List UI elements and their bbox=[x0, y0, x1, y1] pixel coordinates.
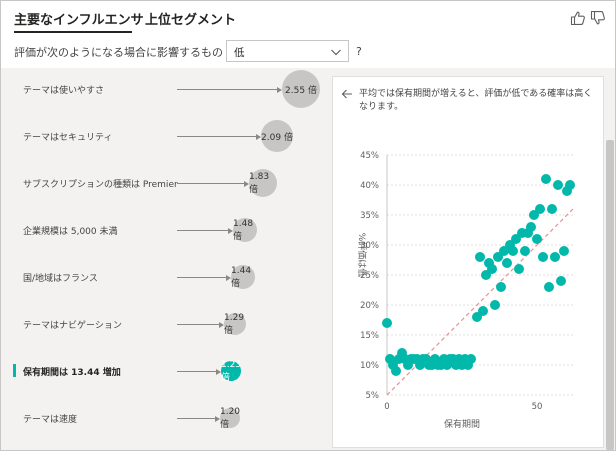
influencer-arrowhead bbox=[219, 321, 224, 328]
x-tick-label: 0 bbox=[384, 402, 389, 412]
influencer-bubble[interactable]: 1.83 倍 bbox=[249, 169, 277, 197]
scatter-point bbox=[547, 204, 557, 214]
y-tick-label: 5% bbox=[366, 391, 380, 401]
scatter-chart: 5% 10% 15% 20% 25% 30% 35% 40% 45% 0 50 保有期間 %評価は低 bbox=[356, 151, 575, 430]
influencer-arrow-line bbox=[177, 136, 257, 137]
thumbs-down-icon[interactable] bbox=[590, 10, 606, 26]
tab-key-influencers[interactable]: 主要なインフルエンサ bbox=[14, 13, 144, 28]
scatter-point bbox=[532, 234, 542, 244]
y-tick-label: 40% bbox=[360, 181, 379, 191]
back-arrow-icon[interactable] bbox=[341, 88, 353, 100]
influencer-arrowhead bbox=[244, 180, 249, 187]
influencer-label: テーマは使いやすさ bbox=[23, 86, 105, 96]
selected-indicator bbox=[13, 364, 16, 377]
scatter-point bbox=[556, 276, 566, 286]
influencer-label: サブスクリプションの種類は Premier bbox=[23, 180, 178, 190]
scatter-point bbox=[391, 366, 401, 376]
influencer-arrow-line bbox=[177, 418, 216, 419]
influencer-arrow-line bbox=[177, 277, 227, 278]
detail-card: 平均では保有期間が増えると、評価が低である確率は高くなります。 5% 10% 15%… bbox=[332, 76, 604, 448]
trend-line bbox=[386, 208, 574, 396]
y-tick-label: 10% bbox=[360, 361, 379, 371]
influencer-arrowhead bbox=[226, 274, 231, 281]
scatter-point bbox=[475, 252, 485, 262]
scatter-point bbox=[520, 246, 530, 256]
influencer-row[interactable]: サブスクリプションの種類は Premier 1.83 倍 bbox=[1, 162, 321, 209]
help-icon[interactable]: ? bbox=[356, 45, 362, 58]
scrollbar[interactable] bbox=[606, 140, 614, 450]
scatter-point bbox=[565, 180, 575, 190]
influencer-row[interactable]: テーマは速度 1.20 倍 bbox=[1, 397, 321, 444]
influencer-bubble[interactable]: 1.20 倍 bbox=[219, 406, 241, 430]
scatter-point bbox=[514, 264, 524, 274]
scatter-point bbox=[538, 252, 548, 262]
scatter-point bbox=[466, 354, 476, 364]
influencer-arrowhead bbox=[228, 227, 233, 234]
scatter-point bbox=[535, 204, 545, 214]
influencer-label: 国/地域はフランス bbox=[23, 274, 98, 284]
influencer-list: テーマは使いやすさ 2.55 倍テーマはセキュリティ 2.09 倍サブスクリプション… bbox=[1, 68, 321, 450]
influencer-label: テーマは速度 bbox=[23, 415, 78, 425]
scatter-point bbox=[490, 300, 500, 310]
influencer-arrow-line bbox=[177, 230, 229, 231]
active-tab-underline bbox=[14, 31, 132, 33]
influencer-arrow-line bbox=[177, 89, 278, 90]
y-tick-label: 45% bbox=[360, 151, 379, 161]
influencer-label: テーマはナビゲーション bbox=[23, 321, 122, 331]
influencer-row[interactable]: テーマは使いやすさ 2.55 倍 bbox=[1, 68, 321, 115]
y-tick-label: 25% bbox=[360, 271, 379, 281]
influencer-label: 企業規模は 5,000 未満 bbox=[23, 227, 118, 237]
influencer-bubble[interactable]: 1.23 倍 bbox=[220, 359, 242, 383]
scatter-point bbox=[544, 282, 554, 292]
scatter-point bbox=[496, 282, 506, 292]
influencer-row[interactable]: 保有期間は 13.44 増加 1.23 倍 bbox=[1, 350, 321, 397]
influencer-bubble[interactable]: 1.44 倍 bbox=[231, 265, 255, 289]
y-tick-label: 15% bbox=[360, 331, 379, 341]
influencer-bubble[interactable]: 2.09 倍 bbox=[261, 120, 293, 152]
influencer-bubble[interactable]: 1.48 倍 bbox=[233, 218, 257, 242]
content-area: テーマは使いやすさ 2.55 倍テーマはセキュリティ 2.09 倍サブスクリプション… bbox=[1, 68, 615, 450]
influencer-arrowhead bbox=[256, 133, 261, 140]
filter-label: 評価が次のようになる場合に影響するもの bbox=[14, 46, 223, 59]
scatter-point bbox=[541, 174, 551, 184]
influencer-bubble[interactable]: 2.55 倍 bbox=[282, 70, 320, 108]
chevron-down-icon bbox=[331, 49, 341, 56]
x-tick-label: 50 bbox=[532, 402, 543, 412]
y-tick-label: 35% bbox=[360, 211, 379, 221]
scatter-point bbox=[508, 246, 518, 256]
influencer-arrowhead bbox=[215, 415, 220, 422]
thumbs-up-icon[interactable] bbox=[570, 10, 586, 26]
influencer-label: 保有期間は 13.44 増加 bbox=[23, 368, 121, 378]
scatter-point bbox=[382, 318, 392, 328]
influencer-row[interactable]: 国/地域はフランス 1.44 倍 bbox=[1, 256, 321, 303]
influencer-arrow-line bbox=[177, 324, 220, 325]
scatter-point bbox=[559, 246, 569, 256]
scatter-point bbox=[502, 258, 512, 268]
outcome-dropdown[interactable]: 低 bbox=[226, 40, 349, 62]
influencer-row[interactable]: テーマはナビゲーション 1.29 倍 bbox=[1, 303, 321, 350]
scatter-point bbox=[487, 264, 497, 274]
influencer-arrowhead bbox=[216, 368, 221, 375]
scatter-point bbox=[553, 180, 563, 190]
tab-top-segments[interactable]: 上位セグメント bbox=[145, 13, 237, 28]
scatter-point bbox=[478, 306, 488, 316]
scatter-point bbox=[526, 222, 536, 232]
outcome-dropdown-value: 低 bbox=[234, 47, 245, 59]
influencer-arrowhead bbox=[277, 86, 282, 93]
x-axis-title: 保有期間 bbox=[444, 418, 480, 430]
y-tick-label: 30% bbox=[360, 241, 379, 251]
influencer-arrow-line bbox=[177, 183, 245, 184]
influencer-row[interactable]: 企業規模は 5,000 未満 1.48 倍 bbox=[1, 209, 321, 256]
y-axis-title: %評価は低 bbox=[356, 233, 368, 278]
detail-description: 平均では保有期間が増えると、評価が低である確率は高くなります。 bbox=[359, 89, 593, 112]
influencer-arrow-line bbox=[177, 371, 217, 372]
influencer-row[interactable]: テーマはセキュリティ 2.09 倍 bbox=[1, 115, 321, 162]
influencer-label: テーマはセキュリティ bbox=[23, 133, 113, 143]
scatter-point bbox=[550, 252, 560, 262]
influencer-bubble[interactable]: 1.29 倍 bbox=[224, 312, 246, 336]
y-tick-label: 20% bbox=[360, 301, 379, 311]
